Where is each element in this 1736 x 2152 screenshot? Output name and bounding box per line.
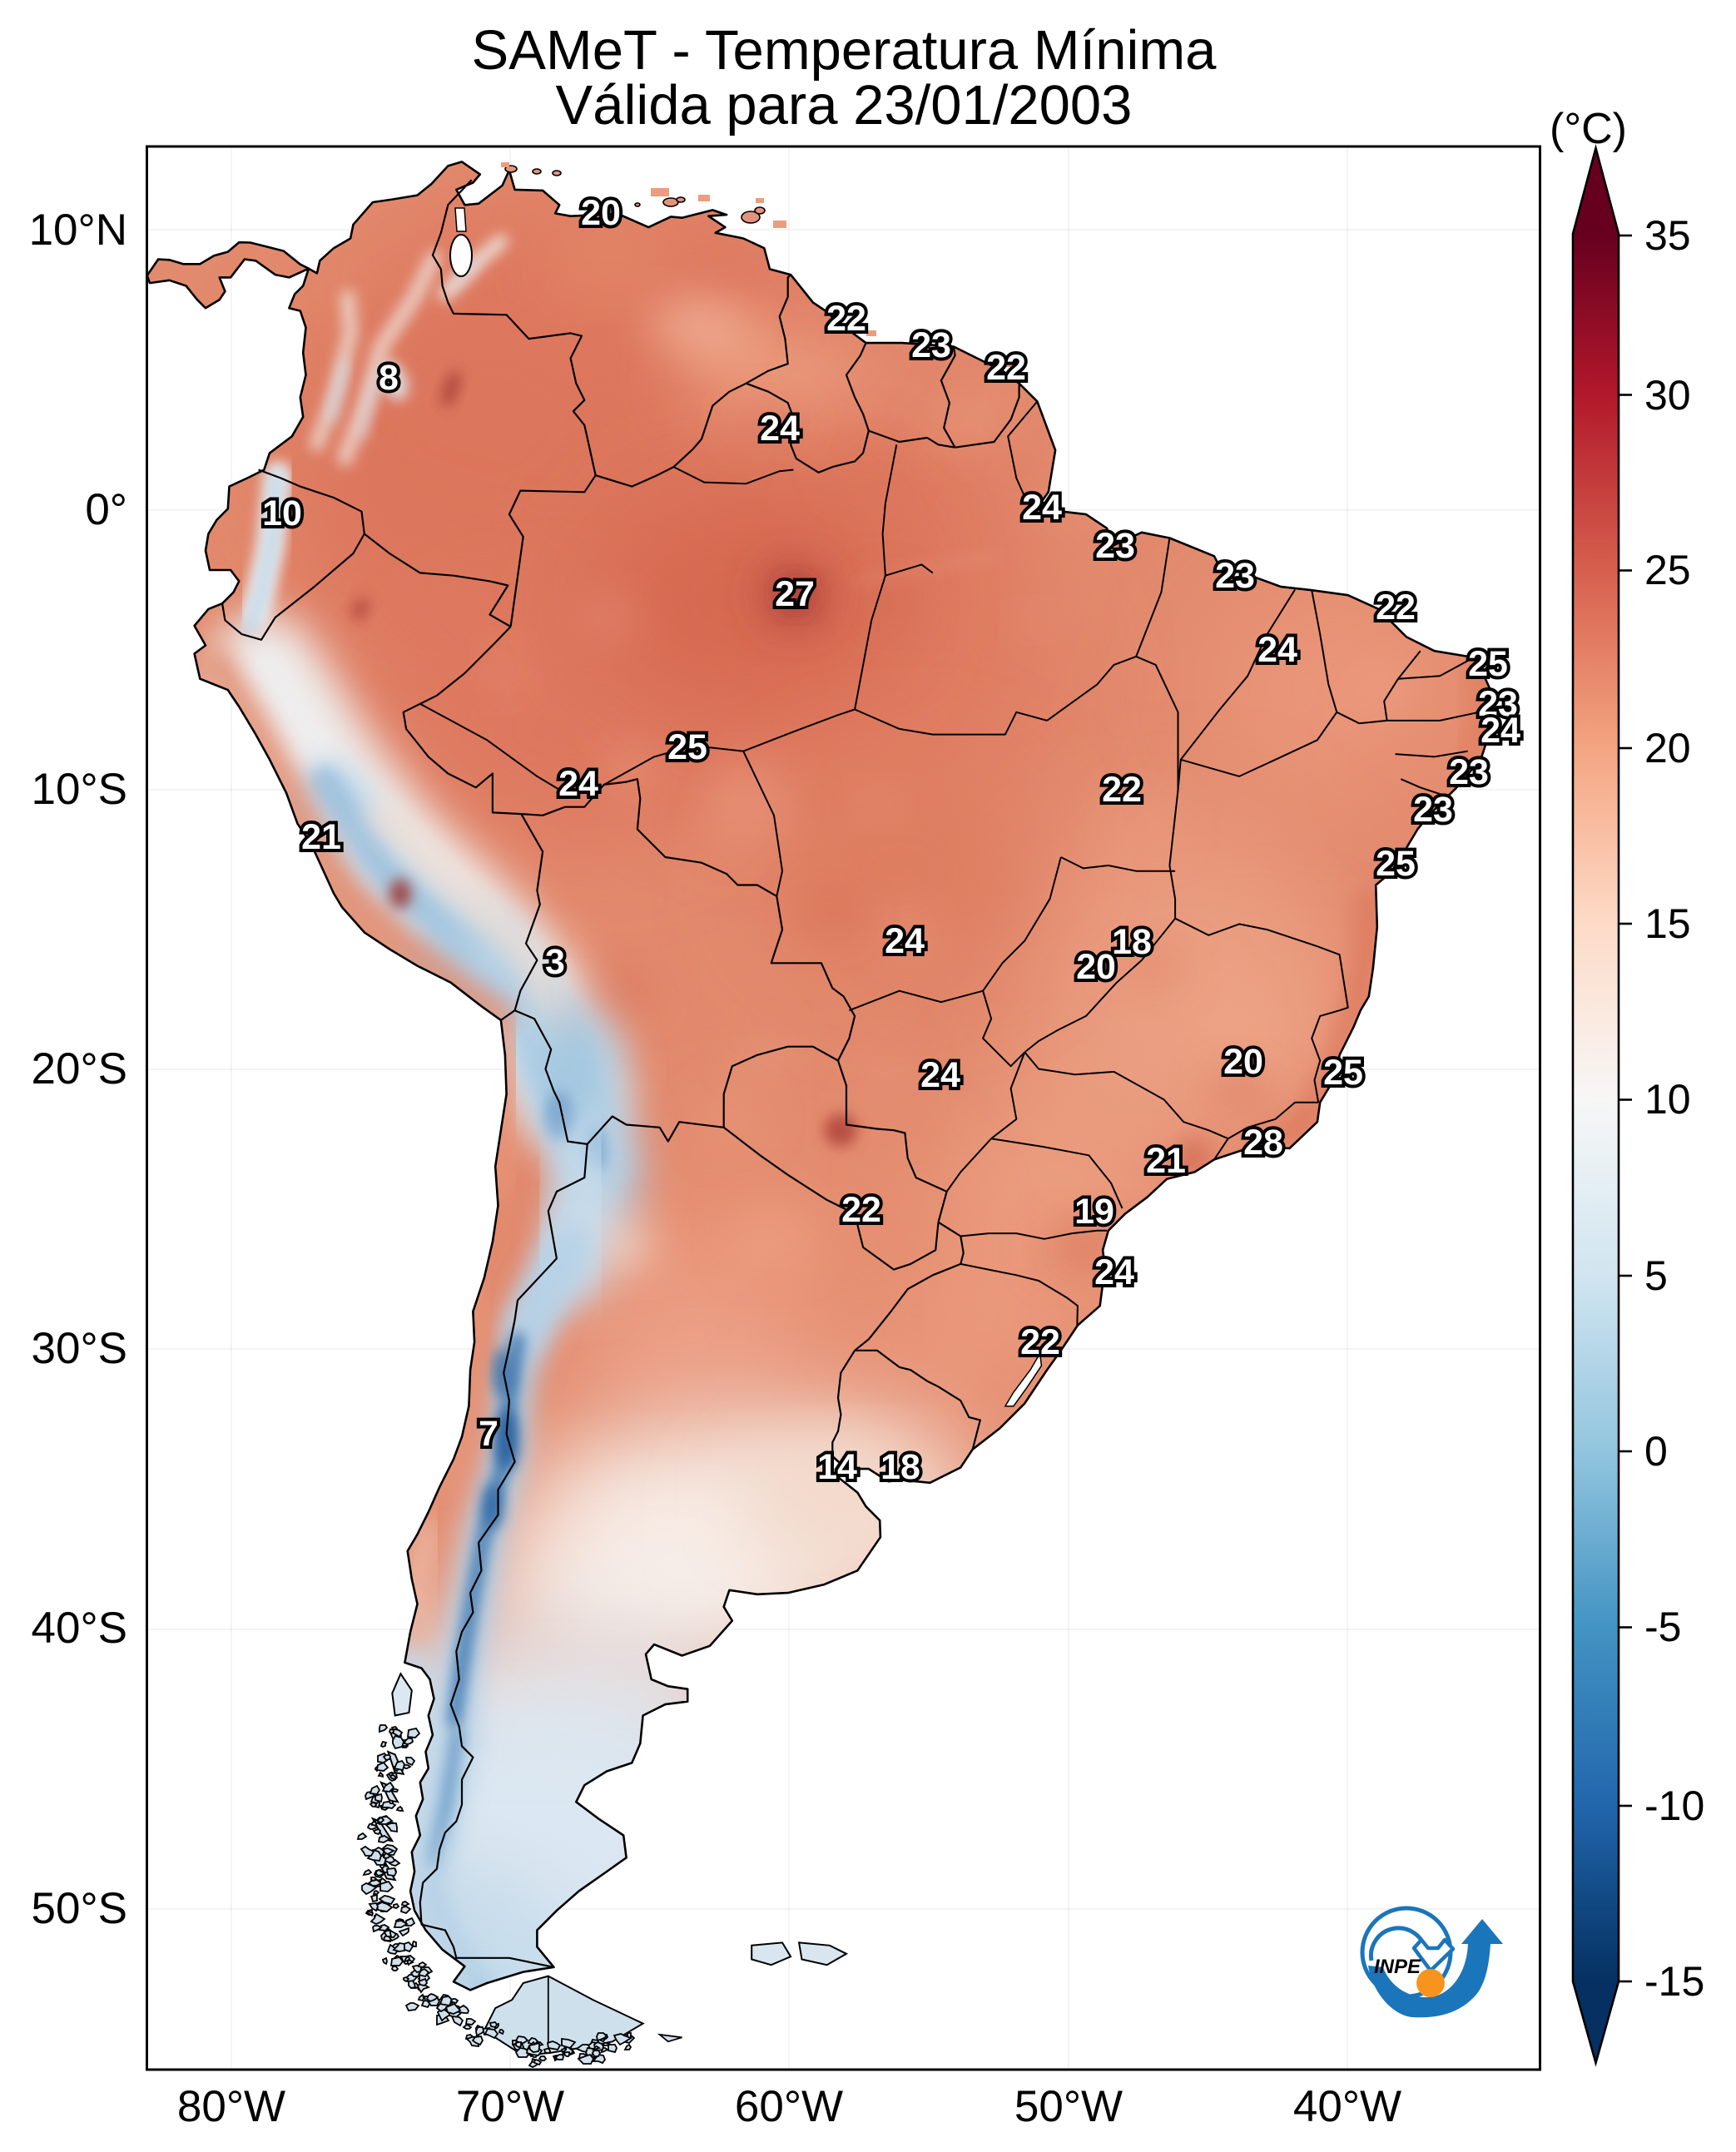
svg-text:15: 15 bbox=[1644, 900, 1691, 947]
svg-text:25: 25 bbox=[1323, 1053, 1363, 1093]
svg-text:50°W: 50°W bbox=[1014, 2082, 1123, 2131]
svg-text:25: 25 bbox=[1644, 547, 1691, 593]
svg-text:24: 24 bbox=[1094, 1252, 1134, 1292]
svg-text:40°W: 40°W bbox=[1293, 2082, 1401, 2131]
svg-text:30: 30 bbox=[1644, 372, 1691, 419]
svg-text:20: 20 bbox=[581, 193, 621, 233]
svg-text:21: 21 bbox=[301, 817, 341, 857]
svg-text:-10: -10 bbox=[1644, 1783, 1704, 1829]
svg-text:18: 18 bbox=[880, 1447, 920, 1487]
svg-text:24: 24 bbox=[760, 409, 800, 449]
svg-text:19: 19 bbox=[1074, 1192, 1114, 1232]
svg-text:10: 10 bbox=[1644, 1076, 1691, 1123]
svg-text:25: 25 bbox=[667, 727, 707, 767]
svg-text:-15: -15 bbox=[1644, 1958, 1704, 2005]
svg-text:23: 23 bbox=[1215, 556, 1255, 596]
svg-text:25: 25 bbox=[1376, 844, 1416, 884]
svg-text:23: 23 bbox=[1449, 752, 1489, 792]
svg-text:22: 22 bbox=[826, 299, 866, 339]
svg-text:20: 20 bbox=[1223, 1042, 1263, 1082]
svg-text:7: 7 bbox=[479, 1414, 498, 1454]
svg-text:INPE: INPE bbox=[1374, 1956, 1421, 1978]
svg-text:10: 10 bbox=[262, 493, 302, 533]
svg-text:25: 25 bbox=[1468, 644, 1508, 684]
svg-text:20°S: 20°S bbox=[32, 1044, 128, 1093]
svg-text:14: 14 bbox=[817, 1447, 857, 1487]
svg-text:22: 22 bbox=[841, 1190, 881, 1230]
svg-text:60°W: 60°W bbox=[735, 2082, 843, 2131]
svg-text:24: 24 bbox=[885, 921, 925, 961]
svg-text:23: 23 bbox=[1413, 790, 1453, 830]
svg-text:23: 23 bbox=[911, 325, 951, 365]
svg-text:21: 21 bbox=[1146, 1141, 1186, 1181]
svg-text:50°S: 50°S bbox=[32, 1884, 128, 1933]
svg-text:24: 24 bbox=[1022, 488, 1062, 528]
svg-text:28: 28 bbox=[1243, 1123, 1283, 1163]
svg-text:24: 24 bbox=[558, 764, 598, 804]
svg-text:23: 23 bbox=[1095, 526, 1135, 566]
svg-text:0°: 0° bbox=[85, 485, 127, 534]
svg-text:80°W: 80°W bbox=[177, 2082, 285, 2131]
svg-text:18: 18 bbox=[1112, 922, 1152, 962]
svg-text:40°S: 40°S bbox=[32, 1604, 128, 1653]
svg-text:5: 5 bbox=[1644, 1252, 1668, 1299]
svg-text:22: 22 bbox=[986, 348, 1026, 388]
svg-text:20: 20 bbox=[1644, 725, 1691, 771]
svg-text:70°W: 70°W bbox=[456, 2082, 564, 2131]
svg-text:22: 22 bbox=[1102, 770, 1142, 810]
svg-text:22: 22 bbox=[1020, 1322, 1060, 1362]
svg-text:3: 3 bbox=[545, 942, 565, 982]
svg-text:23: 23 bbox=[1478, 684, 1518, 724]
svg-text:22: 22 bbox=[1376, 588, 1416, 627]
svg-text:24: 24 bbox=[920, 1055, 960, 1095]
svg-text:0: 0 bbox=[1644, 1428, 1668, 1475]
svg-text:30°S: 30°S bbox=[32, 1324, 128, 1373]
svg-text:24: 24 bbox=[1257, 630, 1297, 670]
svg-text:10°N: 10°N bbox=[29, 206, 127, 255]
svg-text:20: 20 bbox=[1076, 947, 1116, 987]
svg-text:8: 8 bbox=[379, 358, 399, 398]
svg-text:35: 35 bbox=[1644, 212, 1691, 259]
svg-text:-5: -5 bbox=[1644, 1604, 1681, 1650]
svg-text:24: 24 bbox=[1481, 711, 1520, 751]
svg-text:10°S: 10°S bbox=[32, 765, 128, 814]
svg-text:27: 27 bbox=[775, 574, 815, 614]
svg-text:(°C): (°C) bbox=[1550, 105, 1627, 153]
